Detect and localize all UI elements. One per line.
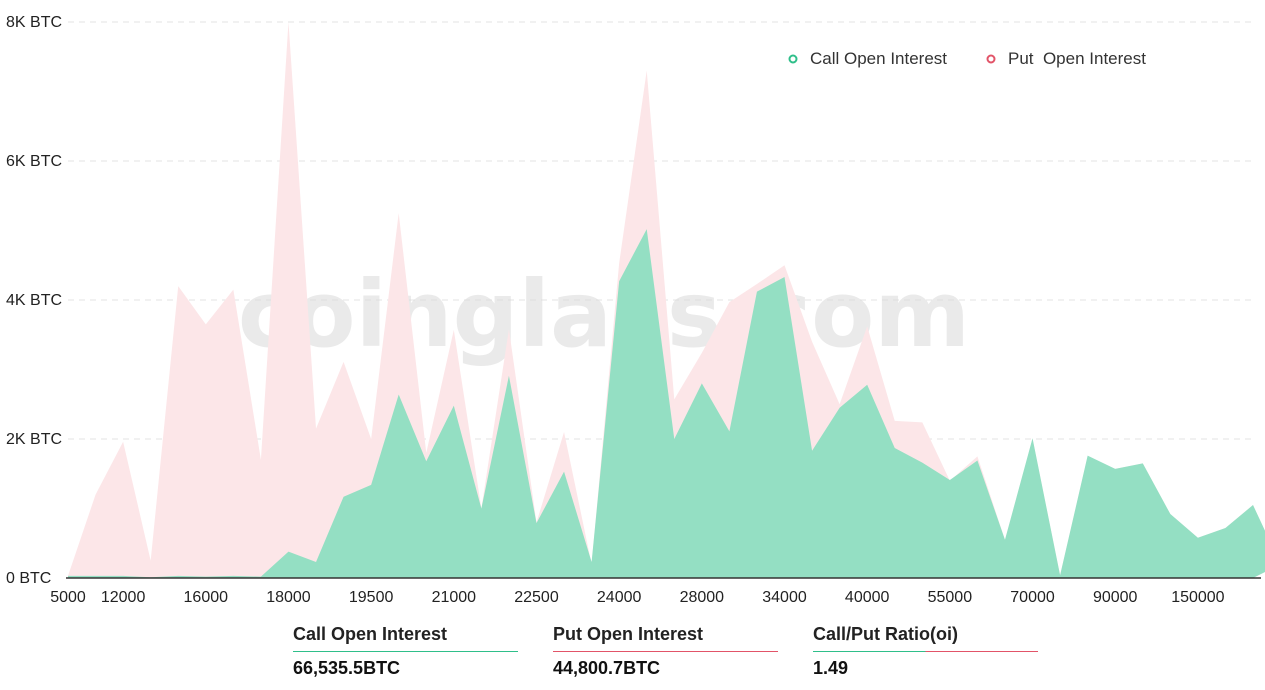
x-tick-label: 55000 xyxy=(928,589,973,606)
call-oi-underline xyxy=(293,651,518,652)
x-axis: 5000 12000 16000 18000 19500 21000 22500 24000 2… xyxy=(50,577,1261,606)
x-tick-label: 18000 xyxy=(266,589,311,606)
ratio-underline xyxy=(813,651,1038,652)
x-tick-label: 12000 xyxy=(101,589,146,606)
ratio-label: Call/Put Ratio(oi) xyxy=(813,624,958,644)
x-tick-label: 19500 xyxy=(349,589,394,606)
put-oi-label: Put Open Interest xyxy=(553,624,704,644)
legend-put-marker xyxy=(986,54,996,64)
x-tick-label: 16000 xyxy=(184,589,229,606)
y-tick-label: 0 BTC xyxy=(6,570,51,587)
y-axis: 0 BTC 2K BTC 4K BTC 6K BTC 8K BTC xyxy=(6,14,62,587)
put-oi-underline xyxy=(553,651,778,652)
ratio-value: 1.49 xyxy=(813,658,849,678)
call-oi-area xyxy=(68,229,1265,578)
x-tick-label: 40000 xyxy=(845,589,890,606)
open-interest-chart: coinglass.com 0 BTC 2K BTC 4K BTC 6K BTC 8K … xyxy=(6,14,1265,606)
x-tick-label: 21000 xyxy=(432,589,477,606)
x-tick-label: 34000 xyxy=(762,589,807,606)
legend-item-call[interactable]: Call Open Interest xyxy=(788,49,948,68)
y-tick-label: 2K BTC xyxy=(6,431,62,448)
legend-item-put[interactable]: Put Open Interest xyxy=(986,49,1147,68)
call-oi-label: Call Open Interest xyxy=(293,624,448,644)
y-tick-label: 8K BTC xyxy=(6,14,62,31)
x-tick-label: 28000 xyxy=(680,589,725,606)
put-oi-value: 44,800.7BTC xyxy=(553,658,661,678)
x-tick-label: 150000 xyxy=(1171,589,1224,606)
x-tick-label: 22500 xyxy=(514,589,559,606)
x-tick-label: 24000 xyxy=(597,589,642,606)
put-oi-stat: Put Open Interest 44,800.7BTC xyxy=(553,624,813,679)
x-tick-label: 90000 xyxy=(1093,589,1138,606)
y-tick-label: 6K BTC xyxy=(6,153,62,170)
legend-call-label: Call Open Interest xyxy=(810,49,947,68)
put-oi-area xyxy=(68,22,1265,578)
legend-call-marker xyxy=(788,54,798,64)
legend: Call Open Interest Put Open Interest xyxy=(788,49,1147,68)
series-areas xyxy=(68,22,1265,578)
watermark: coinglass.com xyxy=(238,261,970,368)
x-tick-label: 5000 xyxy=(50,589,86,606)
ratio-stat: Call/Put Ratio(oi) 1.49 xyxy=(813,624,1073,679)
y-tick-label: 4K BTC xyxy=(6,292,62,309)
summary-stats: Call Open Interest 66,535.5BTC Put Open … xyxy=(293,624,1073,679)
x-tick-label: 70000 xyxy=(1010,589,1055,606)
call-oi-value: 66,535.5BTC xyxy=(293,658,401,678)
legend-put-label: Put Open Interest xyxy=(1008,49,1146,68)
call-oi-stat: Call Open Interest 66,535.5BTC xyxy=(293,624,553,679)
